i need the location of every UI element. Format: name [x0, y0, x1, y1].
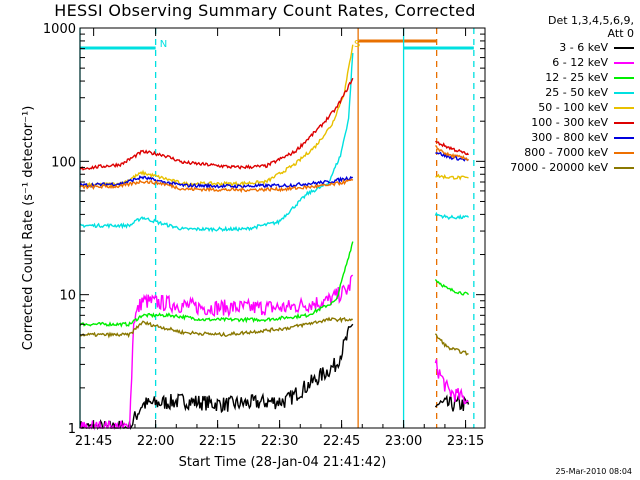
series-line-2-segment-0	[79, 241, 354, 328]
axis-ticks: 21:45 22:00 22:15 22:30 22:45 23:00 23:15 1 10 10…	[43, 22, 485, 449]
legend-entry: 6 - 12 keV	[474, 55, 634, 70]
x-tick-label: 22:15	[199, 434, 236, 449]
legend-entry-label: 7000 - 20000 keV	[510, 161, 608, 174]
legend-swatch	[614, 166, 634, 169]
series-line-4-segment-1	[435, 173, 469, 181]
detector-header: Det 1,3,4,5,6,9, Att 0	[494, 14, 634, 40]
x-tick-label: 21:45	[75, 434, 112, 449]
legend-swatch	[614, 106, 634, 109]
legend-entry-label: 12 - 25 keV	[545, 71, 608, 84]
y-tick-label: 1	[68, 422, 76, 437]
series-line-8-segment-1	[434, 333, 469, 356]
legend-entry-label: 25 - 50 keV	[545, 86, 608, 99]
legend-swatch	[614, 91, 634, 94]
legend-entry: 3 - 6 keV	[474, 40, 634, 55]
legend-entry: 7000 - 20000 keV	[474, 160, 634, 175]
legend-swatch	[614, 76, 634, 79]
event-markers	[79, 28, 475, 428]
x-tick-label: 22:30	[261, 434, 298, 449]
x-tick-label: 23:00	[385, 434, 422, 449]
legend-entry: 50 - 100 keV	[474, 100, 634, 115]
legend-swatch	[614, 151, 634, 154]
series-line-6-segment-1	[435, 151, 469, 162]
timestamp: 25-Mar-2010 08:04	[555, 467, 633, 476]
detector-header-line: Det 1,3,4,5,6,9,	[547, 14, 634, 27]
series-line-0-segment-1	[434, 394, 470, 412]
x-tick-label: 22:00	[137, 434, 174, 449]
x-axis-label: Start Time (28-Jan-04 21:41:42)	[178, 455, 387, 470]
attenuator-header-line: Att 0	[607, 27, 634, 40]
legend-entry-label: 6 - 12 keV	[552, 56, 608, 69]
legend-entry-label: 3 - 6 keV	[559, 41, 608, 54]
legend-entry: 25 - 50 keV	[474, 85, 634, 100]
series-line-7-segment-0	[79, 178, 354, 194]
x-tick-label: 22:45	[323, 434, 360, 449]
legend-swatch	[614, 61, 634, 64]
legend-entry: 100 - 300 keV	[474, 115, 634, 130]
y-axis-label: Corrected Count Rate (s⁻¹ detector⁻¹)	[21, 106, 36, 351]
legend-entry-label: 50 - 100 keV	[538, 101, 608, 114]
series-line-4-segment-0	[79, 44, 354, 189]
legend-entry-label: 300 - 800 keV	[531, 131, 608, 144]
legend-swatch	[614, 121, 634, 124]
series-lines	[79, 44, 470, 431]
series-line-6-segment-0	[79, 175, 354, 190]
y-tick-label: 1000	[43, 22, 76, 37]
series-line-5-segment-1	[434, 140, 470, 156]
series-line-8-segment-0	[79, 316, 353, 339]
legend-entry-label: 100 - 300 keV	[531, 116, 608, 129]
series-line-1-segment-1	[434, 359, 469, 405]
legend: 3 - 6 keV 6 - 12 keV 12 - 25 keV 25 - 50 ke…	[474, 40, 634, 175]
annotation-label: N	[160, 39, 167, 50]
series-line-5-segment-0	[79, 77, 354, 171]
legend-entry: 800 - 7000 keV	[474, 145, 634, 160]
plot-frame	[79, 27, 486, 429]
y-tick-label: 100	[51, 155, 76, 170]
series-line-3-segment-1	[434, 211, 470, 221]
y-tick-label: 10	[59, 289, 76, 304]
legend-swatch	[614, 46, 634, 49]
annotation-label: S	[354, 39, 360, 50]
legend-swatch	[614, 136, 634, 139]
series-line-2-segment-1	[434, 279, 470, 296]
legend-entry: 12 - 25 keV	[474, 70, 634, 85]
series-line-3-segment-0	[79, 52, 354, 233]
series-line-1-segment-0	[79, 274, 354, 431]
chart-title: HESSI Observing Summary Count Rates, Cor…	[54, 1, 476, 20]
series-line-0-segment-0	[79, 323, 354, 431]
legend-entry: 300 - 800 keV	[474, 130, 634, 145]
series-line-7-segment-1	[435, 144, 469, 162]
legend-entry-label: 800 - 7000 keV	[524, 146, 608, 159]
x-tick-label: 23:15	[447, 434, 484, 449]
